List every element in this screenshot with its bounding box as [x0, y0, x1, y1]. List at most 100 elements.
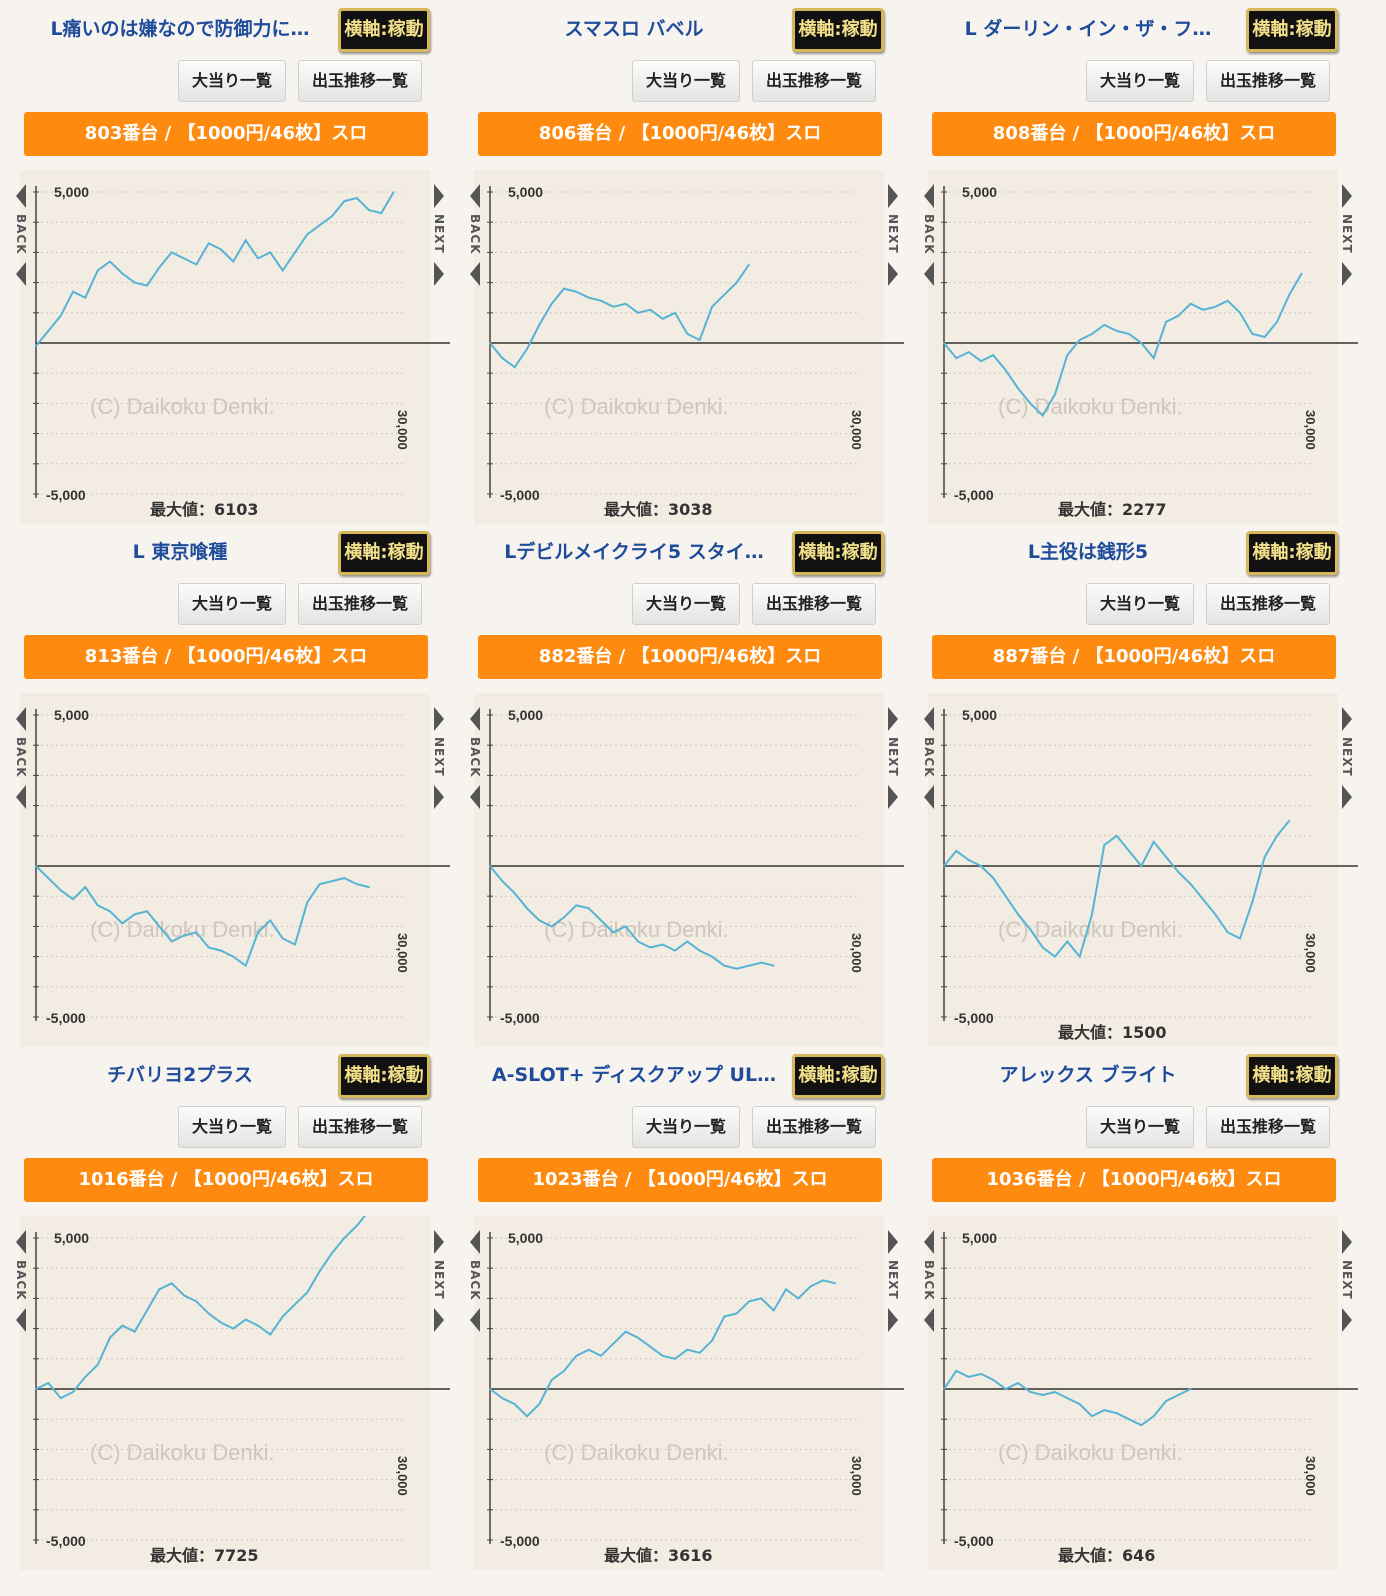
- machine-number-bar[interactable]: 813番台 / 【1000円/46枚】スロ: [24, 635, 428, 679]
- machine-number-bar[interactable]: 808番台 / 【1000円/46枚】スロ: [932, 112, 1336, 156]
- axis-toggle-button[interactable]: 横軸:稼動: [1246, 1054, 1338, 1098]
- chart-next-button[interactable]: NEXT: [430, 184, 448, 288]
- data-point: [59, 1397, 62, 1399]
- bonus-list-button[interactable]: 大当り一覧: [178, 1106, 286, 1148]
- payout-chart: 5,000 -5,000 30,000 (C) Daikoku Denki. BACK…: [14, 1216, 450, 1570]
- machine-number-bar[interactable]: 1036番台 / 【1000円/46枚】スロ: [932, 1158, 1336, 1202]
- machine-number-bar[interactable]: 882番台 / 【1000円/46枚】スロ: [478, 635, 882, 679]
- data-point: [550, 1379, 553, 1381]
- chart-back-button[interactable]: BACK: [920, 1230, 938, 1334]
- axis-toggle-button[interactable]: 横軸:稼動: [792, 531, 884, 575]
- x-max-label: 30,000: [395, 1456, 410, 1496]
- axis-toggle-button[interactable]: 横軸:稼動: [338, 8, 430, 52]
- machine-title[interactable]: L ダーリン・イン・ザ・フ…: [964, 18, 1212, 40]
- chart-back-button[interactable]: BACK: [12, 707, 30, 811]
- machine-title[interactable]: L 東京喰種: [132, 541, 228, 563]
- chart-back-button[interactable]: BACK: [466, 707, 484, 811]
- chart-back-button[interactable]: BACK: [920, 707, 938, 811]
- axis-toggle-button[interactable]: 横軸:稼動: [792, 1054, 884, 1098]
- data-point: [355, 197, 358, 199]
- machine-title[interactable]: A-SLOT+ ディスクアップ UL…: [491, 1064, 777, 1086]
- payout-history-button[interactable]: 出玉推移一覧: [298, 1106, 422, 1148]
- back-arrow-icon: [16, 785, 26, 809]
- next-label: NEXT: [1340, 1260, 1354, 1300]
- axis-toggle-button[interactable]: 横軸:稼動: [1246, 8, 1338, 52]
- chart-plot-area: [20, 1216, 430, 1570]
- payout-history-button[interactable]: 出玉推移一覧: [752, 60, 876, 102]
- axis-toggle-button[interactable]: 横軸:稼動: [1246, 531, 1338, 575]
- chart-back-button[interactable]: BACK: [12, 184, 30, 288]
- machine-title[interactable]: スマスロ バベル: [564, 18, 704, 40]
- back-arrow-icon: [924, 262, 934, 286]
- machine-title[interactable]: L痛いのは嫌なので防御力に…: [50, 18, 310, 40]
- data-point: [600, 299, 602, 302]
- machine-title[interactable]: Lデビルメイクライ5 スタイ…: [504, 541, 764, 563]
- machine-title[interactable]: チバリヨ2プラス: [107, 1064, 253, 1086]
- axis-toggle-button[interactable]: 横軸:稼動: [338, 531, 430, 575]
- payout-history-button[interactable]: 出玉推移一覧: [1206, 583, 1330, 625]
- payout-chart: 5,000 -5,000 30,000 (C) Daikoku Denki. BACK…: [468, 1216, 904, 1570]
- chart-svg: 5,000 -5,000 30,000 (C) Daikoku Denki.: [20, 1216, 450, 1570]
- bonus-list-button[interactable]: 大当り一覧: [1086, 60, 1194, 102]
- bonus-list-button[interactable]: 大当り一覧: [632, 1106, 740, 1148]
- chart-back-button[interactable]: BACK: [12, 1230, 30, 1334]
- data-point: [121, 1324, 124, 1327]
- bonus-list-button[interactable]: 大当り一覧: [178, 583, 286, 625]
- machine-number-bar[interactable]: 887番台 / 【1000円/46枚】スロ: [932, 635, 1336, 679]
- next-arrow-icon: [888, 1308, 898, 1332]
- machine-number-bar[interactable]: 1023番台 / 【1000円/46枚】スロ: [478, 1158, 882, 1202]
- chart-next-button[interactable]: NEXT: [884, 184, 902, 288]
- chart-plot-area: [20, 693, 430, 1047]
- payout-history-button[interactable]: 出玉推移一覧: [1206, 60, 1330, 102]
- machine-title[interactable]: アレックス ブライト: [999, 1064, 1177, 1086]
- bonus-list-button[interactable]: 大当り一覧: [178, 60, 286, 102]
- next-arrow-icon: [888, 785, 898, 809]
- chart-plot-area: [20, 170, 430, 524]
- machine-number-bar[interactable]: 803番台 / 【1000円/46枚】スロ: [24, 112, 428, 156]
- back-arrow-icon: [924, 184, 934, 208]
- back-label: BACK: [468, 214, 482, 255]
- chart-next-button[interactable]: NEXT: [430, 707, 448, 811]
- payout-chart: 5,000 -5,000 30,000 (C) Daikoku Denki. BACK…: [922, 693, 1358, 1047]
- chart-next-button[interactable]: NEXT: [884, 1230, 902, 1334]
- next-arrow-icon: [434, 785, 444, 809]
- data-point: [269, 1333, 272, 1336]
- chart-next-button[interactable]: NEXT: [430, 1230, 448, 1334]
- x-max-label: 30,000: [849, 1456, 864, 1496]
- data-point: [1066, 1397, 1069, 1399]
- data-point: [1226, 299, 1229, 302]
- chart-back-button[interactable]: BACK: [920, 184, 938, 288]
- y-tick-label-bottom: -5,000: [500, 487, 540, 503]
- payout-history-button[interactable]: 出玉推移一覧: [752, 583, 876, 625]
- data-point: [723, 1315, 726, 1318]
- machine-title[interactable]: L主役は銭形5: [1027, 541, 1149, 563]
- chart-next-button[interactable]: NEXT: [1338, 184, 1356, 288]
- axis-toggle-button[interactable]: 横軸:稼動: [792, 8, 884, 52]
- chart-back-button[interactable]: BACK: [466, 184, 484, 288]
- series-line: [943, 272, 1303, 418]
- axis-toggle-button[interactable]: 横軸:稼動: [338, 1054, 430, 1098]
- chart-next-button[interactable]: NEXT: [1338, 707, 1356, 811]
- bonus-list-button[interactable]: 大当り一覧: [1086, 1106, 1194, 1148]
- bonus-list-button[interactable]: 大当り一覧: [632, 60, 740, 102]
- chart-next-button[interactable]: NEXT: [1338, 1230, 1356, 1334]
- bonus-list-button[interactable]: 大当り一覧: [632, 583, 740, 625]
- data-point: [170, 1282, 173, 1285]
- data-point: [686, 333, 689, 335]
- bonus-list-button[interactable]: 大当り一覧: [1086, 583, 1194, 625]
- payout-history-button[interactable]: 出玉推移一覧: [298, 583, 422, 625]
- data-point: [257, 931, 259, 934]
- next-arrow-icon: [1342, 707, 1352, 731]
- chart-svg: 5,000 -5,000 30,000 (C) Daikoku Denki.: [474, 170, 904, 524]
- machine-number-bar[interactable]: 806番台 / 【1000円/46枚】スロ: [478, 112, 882, 156]
- chart-back-button[interactable]: BACK: [466, 1230, 484, 1334]
- payout-history-button[interactable]: 出玉推移一覧: [752, 1106, 876, 1148]
- data-point: [220, 1321, 222, 1324]
- payout-history-button[interactable]: 出玉推移一覧: [298, 60, 422, 102]
- payout-history-button[interactable]: 出玉推移一覧: [1206, 1106, 1330, 1148]
- next-arrow-icon: [1342, 184, 1352, 208]
- machine-number-bar[interactable]: 1016番台 / 【1000円/46枚】スロ: [24, 1158, 428, 1202]
- chart-next-button[interactable]: NEXT: [884, 707, 902, 811]
- data-point: [183, 934, 185, 937]
- y-tick-label-top: 5,000: [962, 184, 997, 200]
